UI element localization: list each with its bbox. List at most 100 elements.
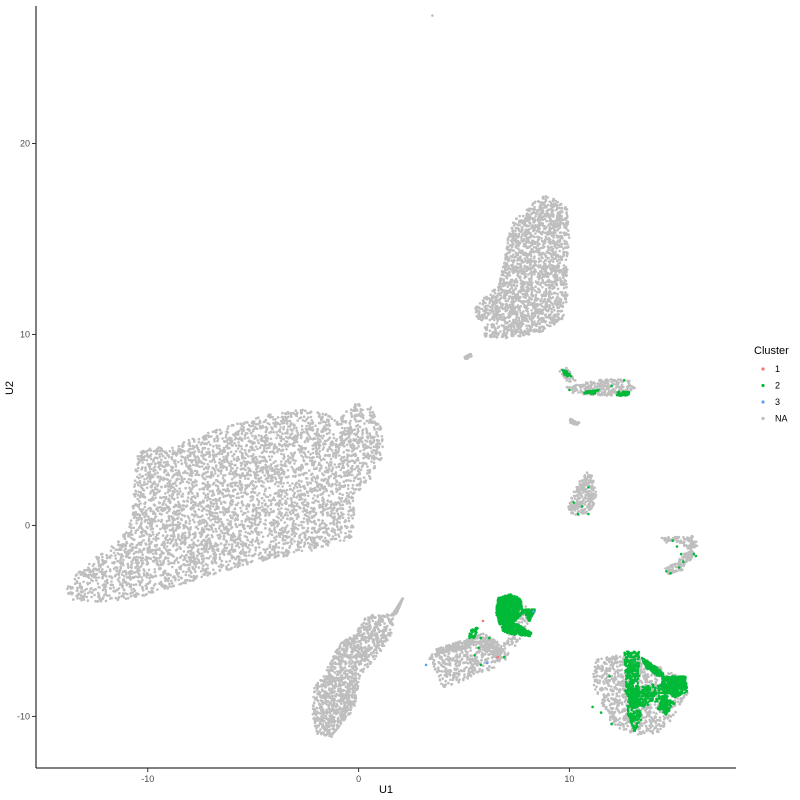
scatter-point [254, 445, 258, 448]
scatter-point [362, 416, 365, 420]
scatter-point [299, 450, 303, 454]
scatter-point [286, 454, 290, 458]
scatter-point [347, 513, 350, 516]
scatter-point [336, 420, 339, 424]
scatter-point [280, 507, 283, 510]
scatter-point [229, 514, 232, 517]
scatter-point [224, 433, 228, 437]
scatter-point [373, 464, 376, 468]
scatter-point [230, 557, 234, 560]
scatter-point [347, 449, 351, 452]
points-layer [66, 14, 699, 738]
scatter-point [354, 413, 358, 417]
scatter-point [222, 458, 225, 462]
scatter-point [143, 478, 146, 481]
scatter-point [356, 469, 360, 473]
scatter-point [315, 455, 319, 459]
scatter-point [134, 492, 138, 496]
scatter-point [326, 454, 330, 457]
scatter-point [189, 579, 192, 582]
scatter-point [338, 486, 342, 490]
scatter-point [163, 470, 166, 473]
scatter-point [304, 477, 308, 480]
scatter-point [170, 495, 173, 499]
scatter-point [301, 526, 305, 530]
scatter-point [133, 485, 136, 488]
scatter-point [86, 599, 90, 602]
scatter-point [79, 573, 82, 576]
scatter-point [221, 474, 225, 477]
scatter-point [159, 574, 162, 577]
scatter-point [222, 548, 225, 551]
scatter-point [343, 427, 347, 430]
scatter-point [196, 539, 200, 542]
scatter-point [335, 518, 339, 522]
scatter-point [373, 420, 376, 424]
scatter-point [259, 551, 262, 555]
scatter-point [311, 497, 315, 500]
scatter-point [175, 568, 178, 572]
scatter-point [154, 496, 157, 500]
scatter-point [268, 450, 272, 454]
scatter-point [105, 578, 109, 582]
scatter-point [159, 567, 162, 570]
scatter-point [294, 409, 298, 413]
scatter-point [346, 456, 349, 460]
scatter-point [238, 564, 241, 567]
scatter-point [285, 435, 288, 439]
scatter-point [332, 436, 336, 440]
scatter-point [204, 519, 207, 523]
scatter-point [313, 539, 316, 542]
scatter-point [269, 540, 273, 543]
scatter-point [126, 566, 130, 569]
scatter-point [338, 422, 341, 426]
scatter-point [324, 413, 327, 417]
scatter-point [358, 472, 362, 476]
scatter-point [249, 431, 253, 435]
scatter-point [196, 544, 199, 548]
scatter-point [100, 552, 103, 556]
scatter-point [327, 533, 331, 537]
scatter-point [336, 512, 340, 516]
scatter-point [331, 521, 335, 525]
scatter-point [317, 446, 321, 450]
scatter-point [187, 574, 191, 577]
scatter-point [186, 471, 189, 475]
scatter-point [281, 448, 285, 452]
scatter-point [214, 553, 218, 556]
scatter-point [264, 527, 267, 530]
scatter-point [322, 526, 325, 529]
scatter-point [380, 435, 384, 438]
scatter-point [101, 588, 105, 592]
scatter-point [364, 479, 368, 482]
scatter-point [120, 594, 123, 598]
scatter-point [152, 458, 156, 462]
scatter-point [312, 463, 316, 466]
scatter-point [266, 480, 270, 483]
scatter-point [258, 521, 262, 524]
scatter-point [189, 488, 192, 491]
scatter-point [295, 412, 299, 416]
scatter-point [205, 534, 209, 538]
scatter-point [342, 444, 346, 448]
scatter-point [268, 546, 272, 549]
scatter-point [173, 518, 176, 521]
scatter-point [202, 557, 206, 560]
scatter-point [256, 494, 259, 497]
scatter-point [178, 545, 181, 549]
scatter-point [280, 419, 283, 423]
scatter-point [88, 581, 92, 585]
scatter-point [224, 531, 227, 535]
scatter-point [206, 574, 209, 577]
scatter-point [264, 463, 268, 467]
scatter-point [157, 557, 161, 560]
scatter-point [264, 551, 267, 554]
scatter-point [200, 528, 204, 532]
scatter-point [379, 453, 382, 456]
scatter-point [151, 530, 154, 534]
scatter-point [181, 442, 185, 446]
scatter-point [86, 575, 90, 579]
scatter-point [264, 425, 268, 429]
scatter-point [264, 460, 268, 463]
scatter-point [152, 575, 155, 579]
